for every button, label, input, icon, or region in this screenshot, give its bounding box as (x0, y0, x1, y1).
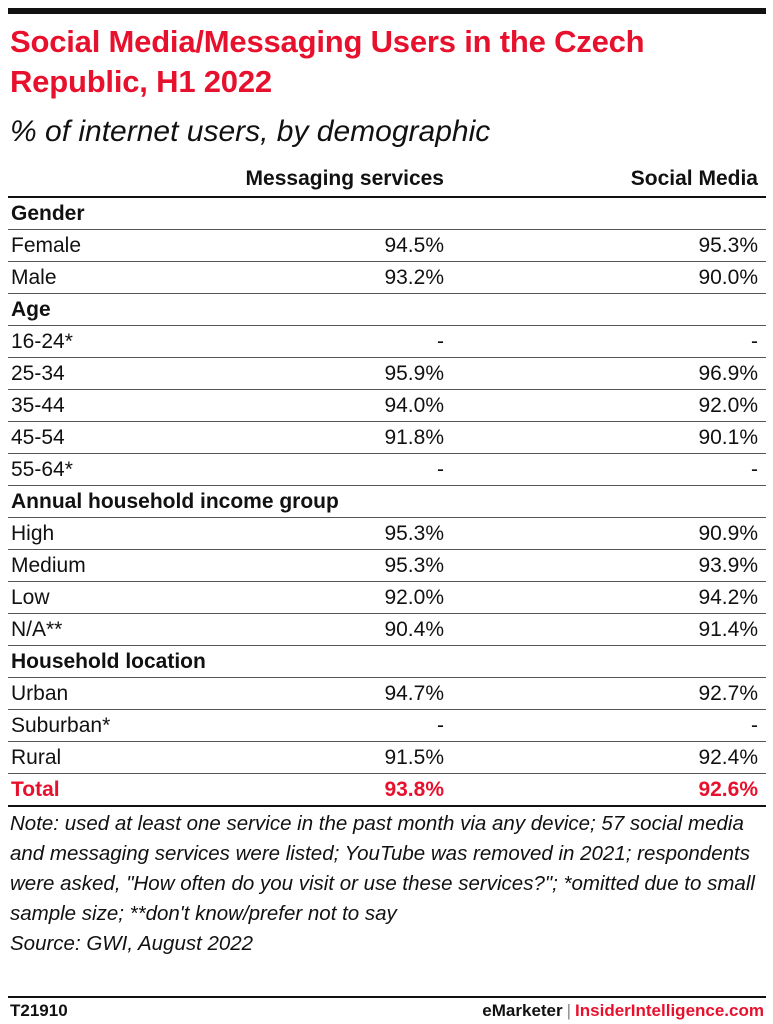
social-value: - (751, 714, 758, 737)
messaging-value: 94.5% (384, 234, 444, 257)
messaging-value: 93.8% (384, 778, 444, 801)
social-value: 91.4% (698, 618, 758, 641)
messaging-value: 95.3% (384, 522, 444, 545)
row-label: Female (11, 234, 82, 257)
row-label: 35-44 (11, 394, 65, 417)
table-group-row: Age (8, 294, 766, 326)
row-label: Suburban* (11, 714, 111, 737)
row-label: 55-64* (11, 458, 73, 481)
table-row: 25-34 95.9% 96.9% (8, 358, 766, 390)
social-value: 90.1% (698, 426, 758, 449)
messaging-value: 92.0% (384, 586, 444, 609)
messaging-value: 91.8% (384, 426, 444, 449)
table-row: Urban 94.7% 92.7% (8, 678, 766, 710)
note-block: Note: used at least one service in the p… (10, 809, 765, 959)
row-label: 45-54 (11, 426, 65, 449)
messaging-value: - (437, 458, 444, 481)
group-label: Age (11, 298, 51, 321)
social-value: 92.7% (698, 682, 758, 705)
social-value: 93.9% (698, 554, 758, 577)
messaging-value: - (437, 714, 444, 737)
chart-id: T21910 (10, 1001, 68, 1020)
messaging-value: 90.4% (384, 618, 444, 641)
footer-brand: eMarketer | InsiderIntelligence.com (482, 1000, 764, 1022)
footer-rule (8, 996, 766, 998)
social-value: 94.2% (698, 586, 758, 609)
messaging-value: 91.5% (384, 746, 444, 769)
social-value: 92.4% (698, 746, 758, 769)
social-value: 90.0% (698, 266, 758, 289)
table-row: Female 94.5% 95.3% (8, 230, 766, 262)
table-body: Gender Female 94.5% 95.3% Male 93.2% 90.0% Age 1… (8, 198, 766, 807)
social-value: 92.6% (698, 778, 758, 801)
group-label: Household location (11, 650, 206, 673)
row-label: Urban (11, 682, 69, 705)
row-label: High (11, 522, 55, 545)
table-total-row: Total 93.8% 92.6% (8, 774, 766, 807)
header-messaging: Messaging services (245, 167, 444, 190)
messaging-value: 94.0% (384, 394, 444, 417)
note-text: Note: used at least one service in the p… (10, 812, 755, 925)
table-row: 35-44 94.0% 92.0% (8, 390, 766, 422)
table-header-row: Messaging services Social Media (8, 162, 766, 198)
table-row: 16-24* - - (8, 326, 766, 358)
messaging-value: 95.3% (384, 554, 444, 577)
table-row: N/A** 90.4% 91.4% (8, 614, 766, 646)
table-row: Suburban* - - (8, 710, 766, 742)
table-row: 55-64* - - (8, 454, 766, 486)
table-row: High 95.3% 90.9% (8, 518, 766, 550)
table-group-row: Annual household income group (8, 486, 766, 518)
data-table: Messaging services Social Media Gender Fe… (8, 162, 766, 807)
top-rule (8, 8, 766, 14)
table-row: Medium 95.3% 93.9% (8, 550, 766, 582)
social-value: 92.0% (698, 394, 758, 417)
social-value: 96.9% (698, 362, 758, 385)
table-group-row: Gender (8, 198, 766, 230)
row-label: 25-34 (11, 362, 65, 385)
group-label: Gender (11, 202, 85, 225)
table-row: 45-54 91.8% 90.1% (8, 422, 766, 454)
row-label: 16-24* (11, 330, 73, 353)
social-value: - (751, 330, 758, 353)
messaging-value: 94.7% (384, 682, 444, 705)
row-label: Medium (11, 554, 86, 577)
row-label: Low (11, 586, 50, 609)
row-label: N/A** (11, 618, 63, 641)
messaging-value: 93.2% (384, 266, 444, 289)
messaging-value: - (437, 330, 444, 353)
chart-title: Social Media/Messaging Users in the Czec… (10, 24, 645, 99)
row-label: Total (11, 778, 60, 801)
social-value: - (751, 458, 758, 481)
brand-emarketer: eMarketer (482, 1001, 563, 1020)
chart-subtitle: % of internet users, by demographic (10, 115, 491, 148)
messaging-value: 95.9% (384, 362, 444, 385)
row-label: Rural (11, 746, 62, 769)
table-row: Low 92.0% 94.2% (8, 582, 766, 614)
social-value: 95.3% (698, 234, 758, 257)
source-text: Source: GWI, August 2022 (10, 932, 254, 955)
row-label: Male (11, 266, 57, 289)
brand-insider-intelligence: InsiderIntelligence.com (575, 1001, 764, 1020)
group-label: Annual household income group (11, 490, 339, 513)
social-value: 90.9% (698, 522, 758, 545)
table-row: Rural 91.5% 92.4% (8, 742, 766, 774)
table-group-row: Household location (8, 646, 766, 678)
table-row: Male 93.2% 90.0% (8, 262, 766, 294)
brand-separator: | (566, 1001, 572, 1020)
header-social: Social Media (630, 167, 758, 190)
